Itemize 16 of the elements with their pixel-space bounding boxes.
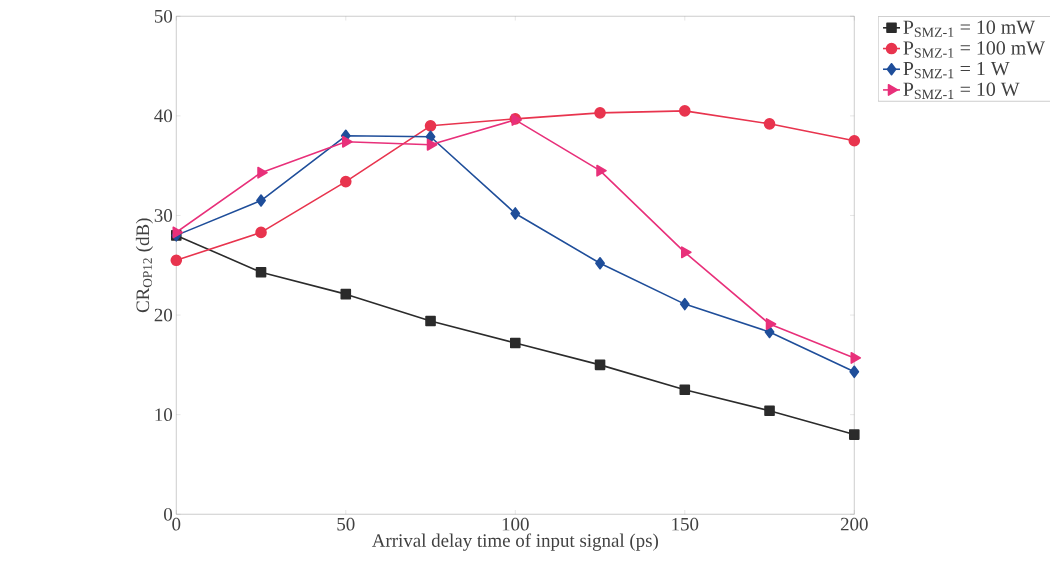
y-tick-label: 10: [155, 408, 173, 422]
y-tick-label: 20: [154, 308, 173, 322]
y-tick-label: 30: [154, 209, 173, 222]
x-tick-label: 150: [672, 517, 699, 531]
x-tick-label: 50: [337, 517, 355, 531]
x-tick-label: 100: [502, 517, 529, 531]
x-axis-title: Arrival delay time of input signal (ps): [371, 533, 658, 551]
legend-label: P$_{SMZ-1}$ = 10 W: [903, 82, 1020, 100]
y-tick-label: 40: [154, 109, 173, 123]
y-axis-title: CR$_{OP12}$ (dB): [135, 218, 153, 313]
y-tick-label: 50: [154, 9, 173, 23]
legend-label: P$_{SMZ-1}$ = 10 mW: [903, 20, 1036, 37]
y-tick-label: 0: [164, 507, 173, 521]
legend-label: P$_{SMZ-1}$ = 1 W: [903, 61, 1010, 79]
legend-label: P$_{SMZ-1}$ = 100 mW: [903, 41, 1046, 58]
x-tick-label: 200: [840, 517, 868, 531]
